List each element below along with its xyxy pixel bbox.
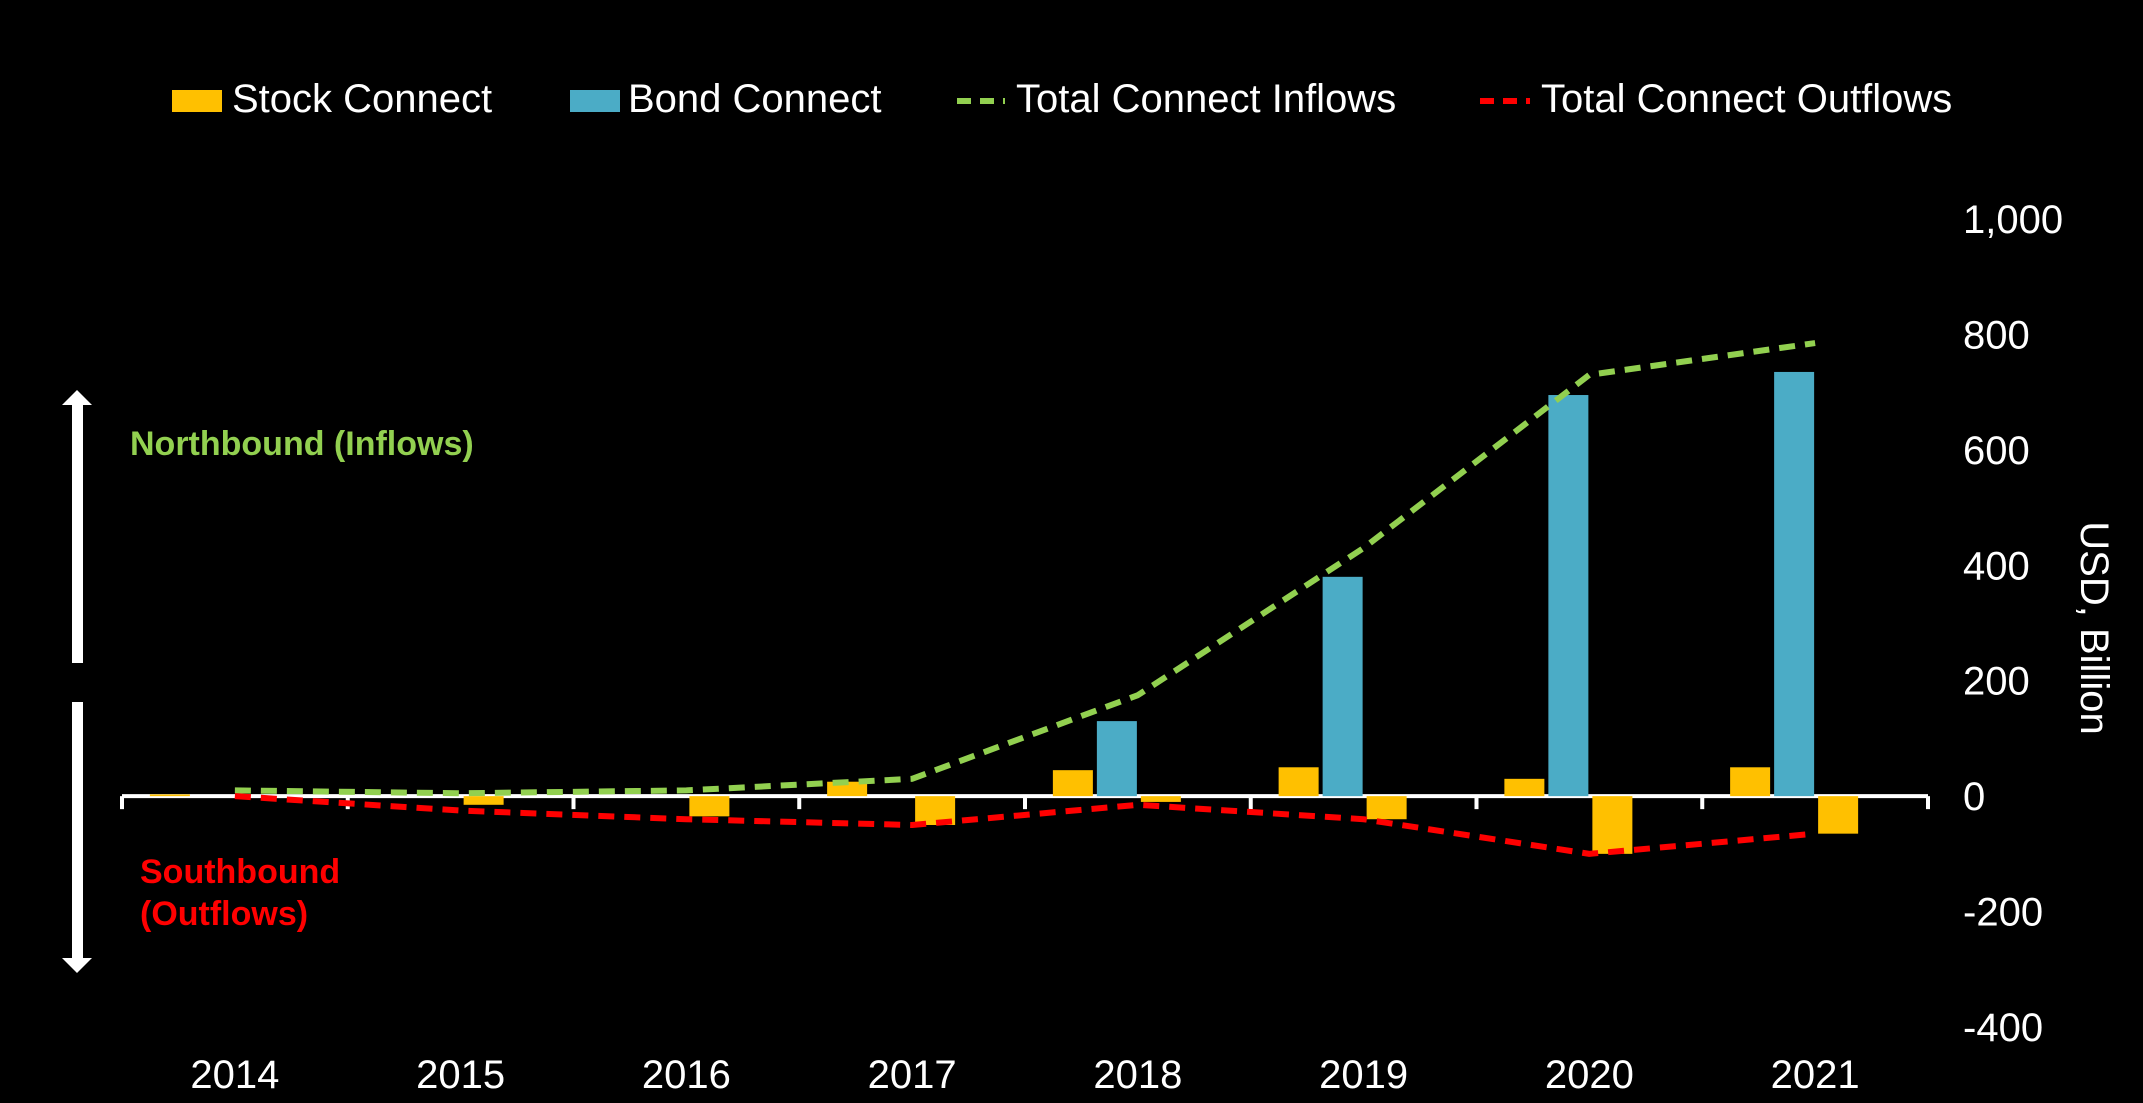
- tick-labels: 2014 2015 2016 2017 2018 2019 2020 2021 1,000 800…: [190, 198, 2063, 1097]
- bar-stock-connect-inflow-2018: [1052, 770, 1093, 797]
- northbound-label: Northbound (Inflows): [130, 425, 474, 463]
- bar-stock-connect-inflow-2021: [1730, 767, 1771, 797]
- bar-bond-connect-inflow-2021: [1774, 371, 1815, 797]
- legend-label-total-inflows: Total Connect Inflows: [1016, 77, 1396, 121]
- x-tick-label-2021: 2021: [1771, 1053, 1860, 1097]
- bar-stock-connect-outflow-2019: [1366, 796, 1407, 820]
- x-tick-label-2014: 2014: [190, 1053, 279, 1097]
- direction-indicator: Northbound (Inflows) Southbound (Outflow…: [62, 390, 474, 973]
- y-tick-label: -400: [1963, 1006, 2043, 1050]
- lines: [234, 340, 1816, 857]
- legend: Stock Connect Bond Connect Total Connect…: [172, 77, 1952, 121]
- northbound-arrow-shaft: [72, 400, 83, 663]
- y-tick-label: 0: [1963, 775, 1985, 819]
- bar-stock-connect-inflow-2019: [1278, 767, 1319, 797]
- y-tick-label: 600: [1963, 429, 2030, 473]
- bar-stock-connect-outflow-2016: [689, 796, 730, 817]
- northbound-arrowhead: [62, 390, 92, 405]
- southbound-arrowhead: [62, 958, 92, 973]
- southbound-label-line1: Southbound: [140, 853, 340, 891]
- bar-stock-connect-outflow-2015: [463, 796, 504, 805]
- bar-stock-connect-inflow-2014: [149, 794, 190, 797]
- southbound-label-line2: (Outflows): [140, 895, 308, 933]
- bar-bond-connect-inflow-2018: [1096, 721, 1137, 797]
- x-tick-label-2015: 2015: [416, 1053, 505, 1097]
- y-tick-label: 200: [1963, 660, 2030, 704]
- legend-label-stock-connect: Stock Connect: [232, 77, 492, 121]
- x-tick-label-2018: 2018: [1093, 1053, 1182, 1097]
- bar-stock-connect-inflow-2020: [1504, 778, 1545, 797]
- x-tick-label-2020: 2020: [1545, 1053, 1634, 1097]
- legend-swatch-stock-connect: [172, 90, 222, 112]
- legend-swatch-bond-connect: [570, 90, 620, 112]
- bar-bond-connect-inflow-2020: [1548, 395, 1589, 797]
- line-total-connect-outflows: [234, 793, 1816, 857]
- bar-stock-connect-outflow-2021: [1818, 796, 1859, 834]
- x-tick-label-2017: 2017: [868, 1053, 957, 1097]
- bar-bond-connect-inflow-2019: [1322, 576, 1363, 797]
- y-tick-label: -200: [1963, 891, 2043, 935]
- bar-stock-connect-outflow-2020: [1592, 796, 1633, 854]
- line-total-connect-inflows: [234, 340, 1816, 797]
- y-axis-label: USD, Billion: [2072, 521, 2116, 734]
- x-tick-label-2019: 2019: [1319, 1053, 1408, 1097]
- southbound-arrow-shaft: [72, 702, 83, 962]
- y-tick-label: 400: [1963, 544, 2030, 588]
- y-tick-label: 800: [1963, 313, 2030, 357]
- y-tick-label: 1,000: [1963, 198, 2063, 242]
- x-tick-label-2016: 2016: [642, 1053, 731, 1097]
- legend-label-total-outflows: Total Connect Outflows: [1541, 77, 1952, 121]
- legend-label-bond-connect: Bond Connect: [628, 77, 882, 121]
- bar-stock-connect-outflow-2018: [1140, 796, 1181, 802]
- bars: [149, 371, 1859, 854]
